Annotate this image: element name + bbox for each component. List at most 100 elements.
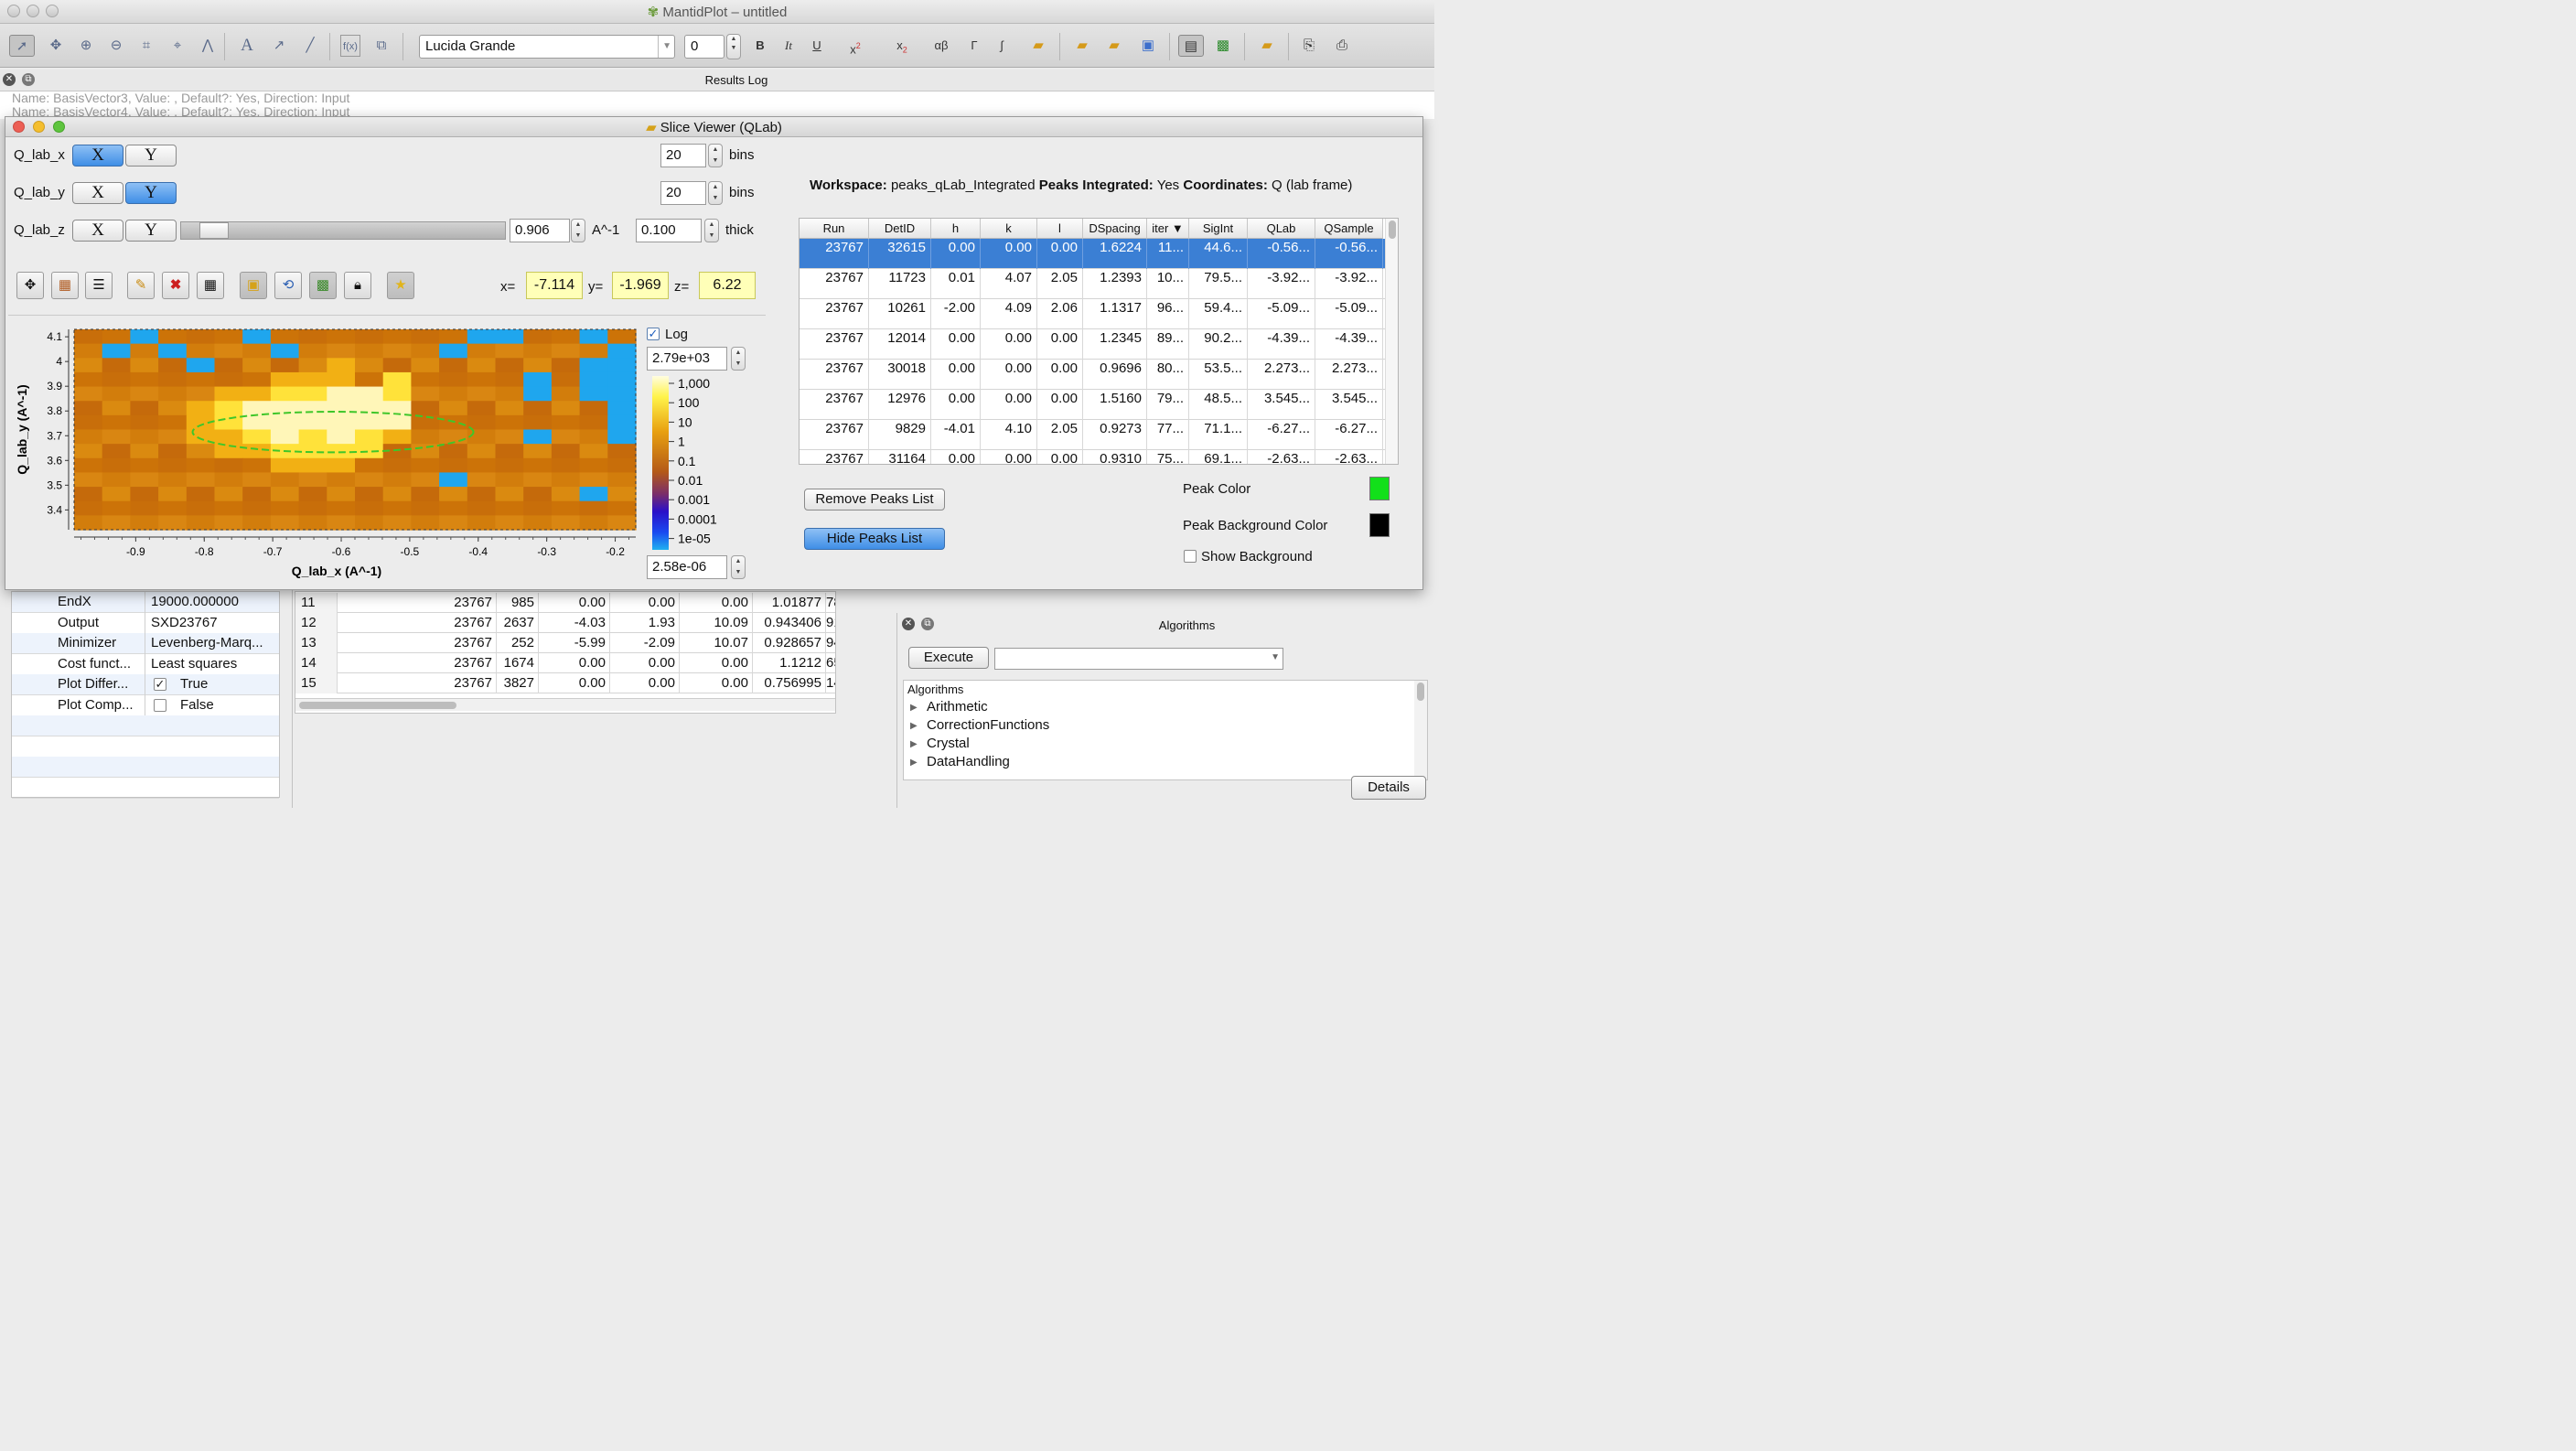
algorithm-search-select[interactable]: ▼ xyxy=(994,648,1283,670)
open-folder-icon[interactable]: ▰ xyxy=(1033,38,1044,53)
subscript-button[interactable]: x2 xyxy=(896,38,907,55)
peak-row[interactable]: 23767 30018 0.00 0.00 0.00 0.9696 80... 53.5...… xyxy=(800,360,1385,390)
dim-y-button-qlab-z[interactable]: Y xyxy=(125,220,177,242)
peak-bg-color-swatch[interactable] xyxy=(1369,513,1390,537)
close-dock-button[interactable]: ✕ xyxy=(902,618,915,630)
pencil-icon[interactable]: ✎ xyxy=(127,272,155,299)
peaks-overlay-icon[interactable]: ★ xyxy=(387,272,414,299)
bins-field-qlab-y[interactable]: 20 xyxy=(660,181,706,205)
zoom-out-icon[interactable]: ⊖ xyxy=(110,38,123,53)
copy-icon[interactable]: ⎘ xyxy=(1303,38,1315,53)
algorithm-category[interactable]: DataHandling xyxy=(927,754,1010,769)
property-value[interactable]: Levenberg-Marq... xyxy=(151,635,263,650)
property-value[interactable]: 19000.000000 xyxy=(151,594,239,609)
property-checkbox[interactable]: ✓ xyxy=(154,677,166,691)
note-icon[interactable]: ▰ xyxy=(1261,38,1272,53)
italic-button[interactable]: It xyxy=(785,38,792,52)
zoom-in-icon[interactable]: ⊕ xyxy=(80,38,92,53)
property-row[interactable]: Cost funct... Least squares xyxy=(12,653,279,675)
column-header[interactable]: DetID xyxy=(869,219,931,239)
vertical-scrollbar[interactable] xyxy=(1385,219,1398,464)
hide-peaks-button[interactable]: Hide Peaks List xyxy=(804,528,945,550)
greek-button[interactable]: αβ xyxy=(934,38,949,52)
folder-icon[interactable]: ▰ xyxy=(1077,38,1088,53)
bins-stepper-qlab-x[interactable]: ▲ ▼ xyxy=(708,144,723,167)
scrollbar-thumb[interactable] xyxy=(1417,683,1424,701)
save-folder-icon[interactable]: ▰ xyxy=(1109,38,1120,53)
minimize-window-button[interactable] xyxy=(27,5,39,17)
property-value[interactable]: Least squares xyxy=(151,655,238,672)
reset-zoom-icon[interactable]: ✥ xyxy=(16,272,44,299)
peak-row[interactable]: 23767 12014 0.00 0.00 0.00 1.2345 89... 90.2...… xyxy=(800,329,1385,360)
qlab-z-slider[interactable] xyxy=(180,221,506,240)
property-checkbox[interactable] xyxy=(154,698,166,712)
dim-y-button-qlab-y[interactable]: Y xyxy=(125,182,177,204)
qlab-z-value-stepper[interactable]: ▲ ▼ xyxy=(571,219,585,242)
peak-icon[interactable]: ⋀ xyxy=(201,38,214,53)
paste-icon[interactable]: ⎙ xyxy=(1336,38,1347,53)
property-row[interactable]: Output SXD23767 xyxy=(12,612,279,634)
horizontal-scrollbar[interactable] xyxy=(295,698,835,711)
integral-button[interactable]: ∫ xyxy=(1000,38,1004,52)
remove-peaks-button[interactable]: Remove Peaks List xyxy=(804,489,945,511)
underline-button[interactable]: U xyxy=(812,38,821,52)
column-header[interactable]: Run xyxy=(800,219,869,239)
expand-arrow-icon[interactable]: ▶ xyxy=(910,758,918,768)
matrix-window-icon[interactable]: ▩ xyxy=(1216,38,1230,53)
bins-stepper-qlab-y[interactable]: ▲ ▼ xyxy=(708,181,723,205)
bins-field-qlab-x[interactable]: 20 xyxy=(660,144,706,167)
color-min-field[interactable]: 2.58e-06 xyxy=(647,555,727,579)
float-dock-button[interactable]: ⧉ xyxy=(921,618,934,630)
font-size-field[interactable]: 0 xyxy=(684,35,724,59)
greek-uppercase-button[interactable]: Γ xyxy=(971,38,978,52)
log-checkbox[interactable]: ✓ xyxy=(647,327,660,340)
scrollbar-thumb[interactable] xyxy=(1389,220,1396,239)
superscript-button[interactable]: x2 xyxy=(850,41,861,57)
thickness-stepper[interactable]: ▲ ▼ xyxy=(704,219,719,242)
zoom-window-button[interactable] xyxy=(46,5,59,17)
grid-icon[interactable]: ▦ xyxy=(197,272,224,299)
float-dock-button[interactable]: ⧉ xyxy=(22,73,35,86)
font-family-select[interactable]: Lucida Grande ▼ xyxy=(419,35,675,59)
crosshair-icon[interactable]: ⌖ xyxy=(173,38,182,53)
peak-row[interactable]: 23767 11723 0.01 4.07 2.05 1.2393 10... 79.5...… xyxy=(800,269,1385,299)
algorithm-category[interactable]: CorrectionFunctions xyxy=(927,717,1050,733)
line-profile-icon[interactable]: ☰ xyxy=(85,272,113,299)
thickness-field[interactable]: 0.100 xyxy=(636,219,702,242)
color-min-stepper[interactable]: ▲ ▼ xyxy=(731,555,746,579)
dim-x-button-qlab-z[interactable]: X xyxy=(72,220,123,242)
pointer-icon[interactable]: ➚ xyxy=(9,35,35,57)
close-dock-button[interactable]: ✕ xyxy=(3,73,16,86)
slider-handle[interactable] xyxy=(199,222,229,239)
crop-icon[interactable]: ⌗ xyxy=(142,38,151,53)
column-header[interactable]: h xyxy=(931,219,981,239)
layer-icon[interactable]: ⧉ xyxy=(376,38,387,53)
column-header[interactable]: DSpacing xyxy=(1083,219,1147,239)
dim-x-button-qlab-x[interactable]: X xyxy=(72,145,123,167)
peak-color-swatch[interactable] xyxy=(1369,477,1390,500)
close-window-button[interactable] xyxy=(13,121,25,133)
font-size-stepper[interactable]: ▲ ▼ xyxy=(726,34,741,59)
expand-arrow-icon[interactable]: ▶ xyxy=(910,739,918,749)
dim-x-button-qlab-y[interactable]: X xyxy=(72,182,123,204)
column-header[interactable]: iter ▼ xyxy=(1147,219,1189,239)
expand-arrow-icon[interactable]: ▶ xyxy=(910,721,918,731)
arrow-tool-icon[interactable]: ↗ xyxy=(273,38,285,53)
rebin-icon[interactable]: ▦ xyxy=(51,272,79,299)
details-button[interactable]: Details xyxy=(1351,776,1426,800)
add-function-icon[interactable]: f(x) xyxy=(340,35,360,57)
expand-arrow-icon[interactable]: ▶ xyxy=(910,703,918,713)
scrollbar-thumb[interactable] xyxy=(299,702,456,709)
peak-row[interactable]: 23767 12976 0.00 0.00 0.00 1.5160 79... 48.5...… xyxy=(800,390,1385,420)
property-value[interactable]: SXD23767 xyxy=(151,614,218,630)
lock-icon[interactable]: 🔒︎ xyxy=(344,272,371,299)
bold-button[interactable]: B xyxy=(756,38,765,52)
peak-row[interactable]: 23767 10261 -2.00 4.09 2.06 1.1317 96... 59.4..… xyxy=(800,299,1385,329)
table-window-icon[interactable]: ▤ xyxy=(1178,35,1204,57)
property-row[interactable]: Plot Differ... ✓ True xyxy=(12,674,279,695)
save-project-icon[interactable]: ▣ xyxy=(1141,38,1155,53)
